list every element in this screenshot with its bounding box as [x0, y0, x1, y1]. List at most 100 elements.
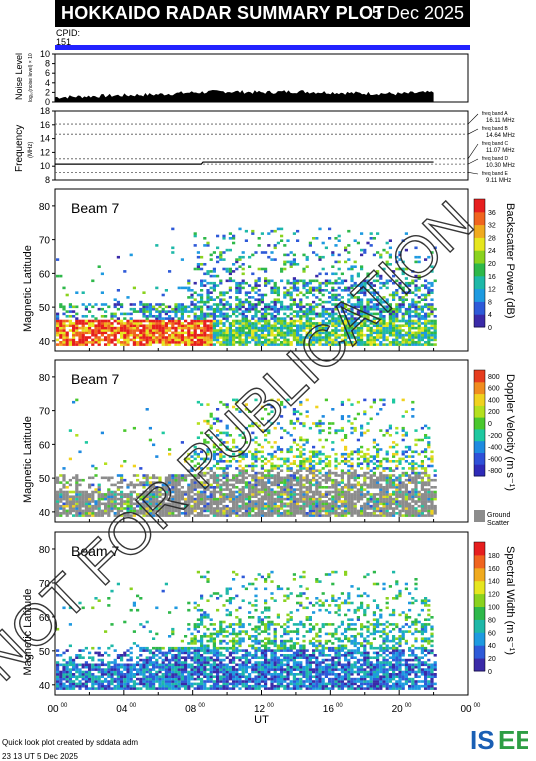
- rti-cell: [75, 476, 79, 480]
- rti-cell: [139, 303, 143, 306]
- rti-cell: [411, 415, 415, 418]
- rti-cell: [398, 474, 402, 477]
- rti-cell: [376, 486, 380, 489]
- rti-cell: [212, 471, 216, 475]
- rti-cell: [337, 493, 341, 496]
- rti-cell: [382, 296, 386, 299]
- rti-cell: [360, 284, 364, 287]
- rti-cell: [344, 329, 348, 332]
- rti-cell: [107, 324, 111, 327]
- rti-cell: [267, 512, 271, 515]
- rti-cell: [148, 488, 152, 491]
- rti-cell: [344, 279, 348, 283]
- rti-cell: [193, 317, 197, 320]
- rti-cell: [260, 319, 264, 323]
- rti-cell: [401, 429, 405, 432]
- rti-cell: [264, 495, 268, 498]
- rti-cell: [280, 502, 284, 506]
- rti-cell: [206, 272, 210, 276]
- rti-cell: [200, 495, 204, 498]
- rti-cell: [187, 343, 191, 346]
- rti-cell: [404, 343, 408, 346]
- rti-cell: [136, 336, 140, 339]
- rti-cell: [321, 300, 325, 304]
- rti-cell: [321, 319, 325, 323]
- rti-cell: [366, 507, 370, 510]
- rti-cell: [318, 476, 322, 480]
- rti-cell: [136, 343, 140, 346]
- rti-cell: [286, 289, 290, 292]
- rti-cell: [315, 326, 319, 330]
- rti-cell: [420, 293, 424, 297]
- rti-cell: [97, 495, 101, 498]
- rti-cell: [216, 483, 220, 487]
- rti-cell: [414, 331, 418, 335]
- rti-cell: [408, 481, 412, 484]
- rti-cell: [59, 333, 63, 337]
- rti-cell: [88, 687, 92, 690]
- rti-cell: [308, 478, 312, 482]
- rti-cell: [142, 483, 146, 487]
- rti-cell: [379, 255, 383, 259]
- rti-cell: [88, 677, 92, 681]
- rti-cell: [155, 507, 159, 510]
- rti-cell: [219, 493, 223, 496]
- rti-cell: [427, 336, 431, 339]
- rti-cell: [200, 450, 204, 454]
- rti-cell: [366, 310, 370, 313]
- rti-cell: [158, 478, 162, 482]
- rti-ytick-label: 80: [39, 373, 51, 384]
- rti-cell: [289, 478, 293, 482]
- rti-cell: [363, 284, 367, 287]
- rti-cell: [110, 504, 114, 508]
- rti-cell: [84, 670, 88, 674]
- rti-cell: [68, 675, 72, 678]
- rti-cell: [193, 474, 197, 477]
- rti-cell: [321, 460, 325, 463]
- rti-cell: [97, 646, 101, 650]
- rti-cell: [168, 474, 172, 477]
- rti-cell: [379, 303, 383, 306]
- rti-cell: [366, 500, 370, 503]
- rti-cell: [289, 331, 293, 335]
- rti-cell: [254, 398, 258, 402]
- rti-cell: [270, 312, 274, 316]
- rti-cell: [148, 310, 152, 313]
- rti-cell: [219, 500, 223, 503]
- rti-cell: [276, 481, 280, 484]
- rti-cell: [286, 239, 290, 242]
- rti-cell: [62, 495, 66, 498]
- rti-cell: [200, 336, 204, 339]
- rti-cell: [334, 303, 338, 306]
- rti-cell: [219, 486, 223, 489]
- rti-cell: [216, 462, 220, 465]
- rti-cell: [340, 310, 344, 313]
- rti-cell: [430, 493, 434, 496]
- rti-cell: [75, 341, 79, 344]
- rti-cell: [398, 343, 402, 346]
- rti-cell: [395, 512, 399, 515]
- noise-area: [55, 90, 434, 102]
- rti-cell: [235, 467, 239, 470]
- rti-cell: [414, 493, 418, 496]
- rti-cell: [433, 322, 437, 325]
- rti-cell: [216, 467, 220, 470]
- rti-cell: [187, 341, 191, 344]
- rti-cell: [379, 509, 383, 513]
- rti-cell: [408, 448, 412, 451]
- rti-cell: [430, 331, 434, 335]
- rti-cell: [411, 341, 415, 344]
- rti-cell: [107, 336, 111, 339]
- rti-cell: [363, 310, 367, 313]
- rti-cell: [174, 509, 178, 513]
- rti-cell: [161, 483, 165, 487]
- rti-cell: [424, 293, 428, 297]
- rti-cell: [241, 319, 245, 323]
- rti-cell: [120, 331, 124, 335]
- rti-cell: [366, 300, 370, 304]
- rti-cell: [427, 507, 431, 510]
- rti-cell: [420, 336, 424, 339]
- rti-cell: [187, 286, 191, 290]
- rti-cell: [334, 329, 338, 332]
- rti-cell: [155, 319, 159, 323]
